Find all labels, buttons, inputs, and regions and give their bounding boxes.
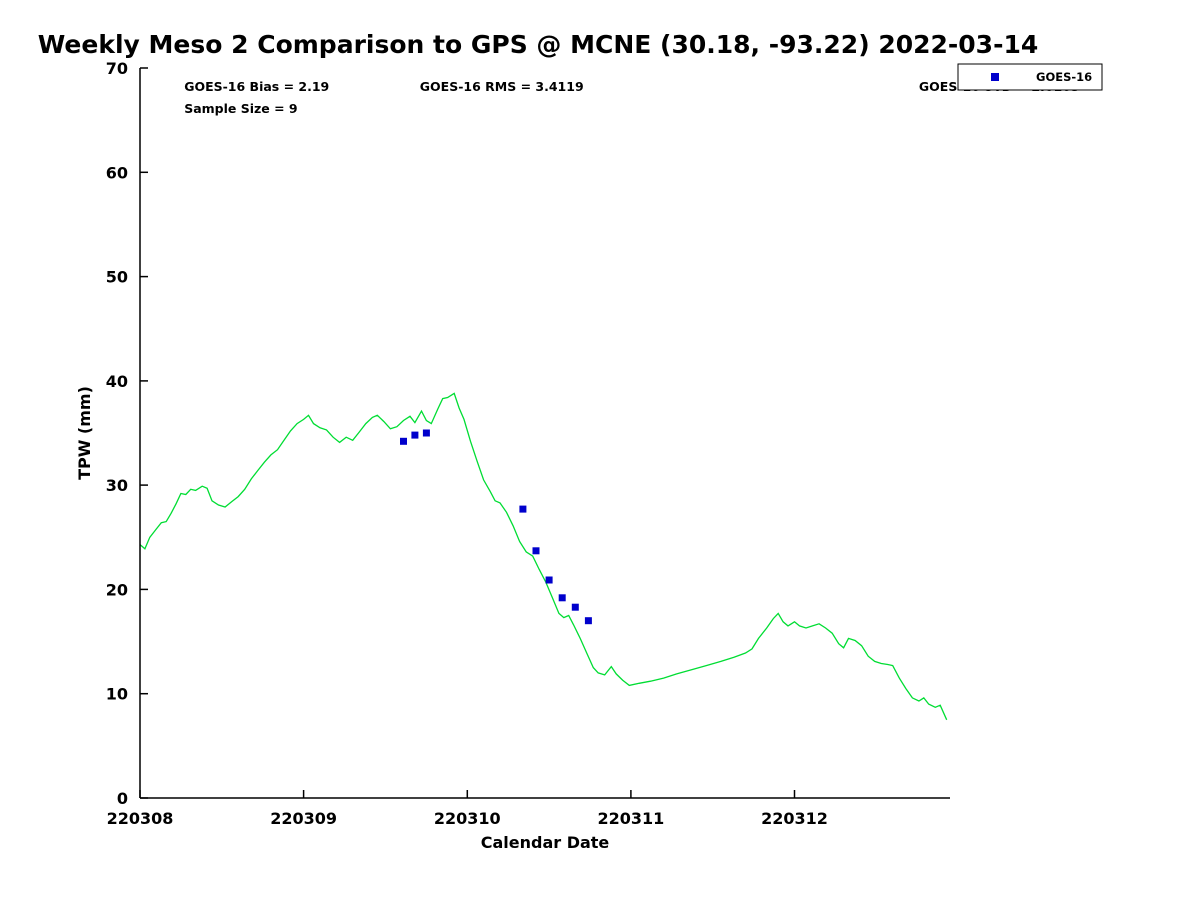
y-tick-label: 20 <box>106 580 128 599</box>
stat-annotation: Sample Size = 9 <box>184 101 297 116</box>
x-tick-label: 220312 <box>761 809 828 828</box>
goes16-point <box>545 576 553 584</box>
x-tick-label: 220308 <box>107 809 174 828</box>
y-tick-label: 60 <box>106 163 128 182</box>
y-tick-label: 10 <box>106 685 128 704</box>
goes16-point <box>519 505 527 513</box>
y-tick-label: 70 <box>106 59 128 78</box>
goes16-point <box>584 617 592 625</box>
goes16-point <box>558 594 566 602</box>
goes16-point <box>532 547 540 555</box>
chart-title: Weekly Meso 2 Comparison to GPS @ MCNE (… <box>38 30 1039 59</box>
goes16-point <box>411 431 419 439</box>
x-tick-label: 220311 <box>598 809 665 828</box>
y-tick-label: 0 <box>117 789 128 808</box>
x-axis-label: Calendar Date <box>481 833 610 852</box>
goes16-point <box>400 437 407 445</box>
y-tick-label: 30 <box>106 476 128 495</box>
goes16-point <box>571 603 579 611</box>
legend-marker-square <box>991 73 999 81</box>
stat-annotation: GOES-16 RMS = 3.4119 <box>420 79 584 94</box>
goes16-point <box>422 429 430 437</box>
y-axis-label: TPW (mm) <box>75 386 94 480</box>
legend-box <box>957 63 1103 91</box>
y-tick-label: 40 <box>106 372 128 391</box>
x-tick-label: 220309 <box>270 809 337 828</box>
y-tick-label: 50 <box>106 268 128 287</box>
x-tick-label: 220310 <box>434 809 501 828</box>
gps-tpw-line <box>139 392 948 721</box>
legend-label: GOES-16 <box>1036 70 1092 84</box>
stat-annotation: GOES-16 Bias = 2.19 <box>184 79 329 94</box>
